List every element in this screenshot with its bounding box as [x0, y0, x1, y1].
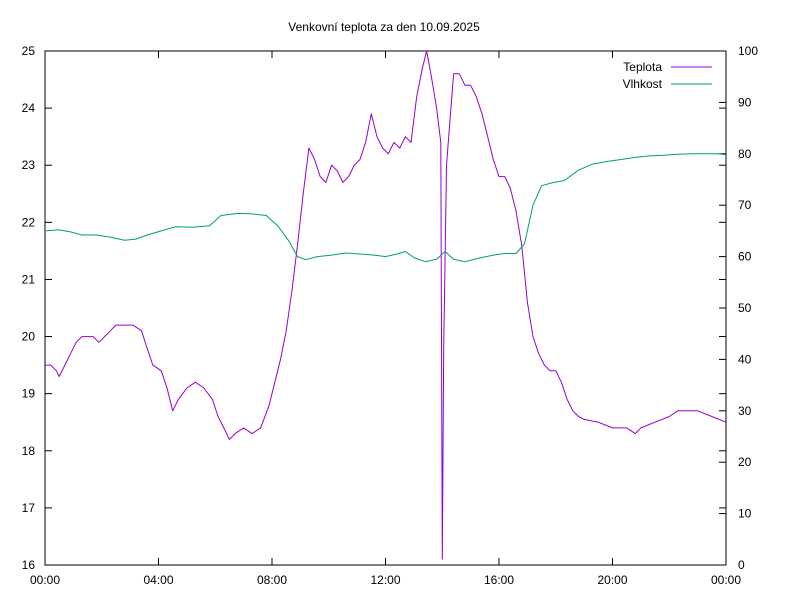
y-tick-label: 20: [22, 330, 36, 344]
y-axis-left: 16 17 18 19 20 21 22 23 24 25: [22, 44, 726, 572]
y2-tick-label: 60: [738, 250, 752, 264]
legend-label: Vlhkost: [623, 77, 663, 91]
y2-tick-label: 50: [738, 301, 752, 315]
plot-frame: [44, 50, 727, 566]
y2-tick-label: 70: [738, 198, 752, 212]
y-tick-label: 25: [22, 44, 36, 58]
y-tick-label: 16: [22, 558, 36, 572]
y2-tick-label: 40: [738, 352, 752, 366]
y2-tick-label: 10: [738, 507, 752, 521]
x-tick-label: 00:00: [711, 573, 741, 587]
x-tick-label: 16:00: [484, 573, 514, 587]
legend: Teplota Vlhkost: [623, 60, 712, 91]
y2-tick-label: 0: [738, 558, 745, 572]
y2-tick-label: 100: [738, 44, 758, 58]
x-tick-label: 08:00: [257, 573, 287, 587]
y-tick-label: 22: [22, 215, 36, 229]
y2-tick-label: 90: [738, 95, 752, 109]
y-tick-label: 17: [22, 501, 36, 515]
y-tick-label: 18: [22, 444, 36, 458]
y2-tick-label: 80: [738, 147, 752, 161]
legend-label: Teplota: [623, 60, 662, 74]
y-tick-label: 19: [22, 387, 36, 401]
y2-tick-label: 20: [738, 455, 752, 469]
y-tick-label: 23: [22, 158, 36, 172]
x-tick-label: 04:00: [143, 573, 173, 587]
x-tick-label: 00:00: [30, 573, 60, 587]
x-tick-label: 12:00: [370, 573, 400, 587]
x-tick-label: 20:00: [597, 573, 627, 587]
y-axis-right: 0 10 20 30 40 50 60 70 80 90 100: [719, 44, 758, 572]
series-layer: [44, 50, 727, 560]
chart-title: Venkovní teplota za den 10.09.2025: [288, 20, 480, 34]
x-axis: 00:00 04:00 08:00 12:00 16:00 20:00 00:00: [30, 51, 741, 587]
y-tick-label: 21: [22, 272, 36, 286]
series-line-teplota: [45, 50, 727, 560]
y-tick-label: 24: [22, 101, 36, 115]
series-line-vlhkost: [44, 153, 727, 263]
y2-tick-label: 30: [738, 404, 752, 418]
